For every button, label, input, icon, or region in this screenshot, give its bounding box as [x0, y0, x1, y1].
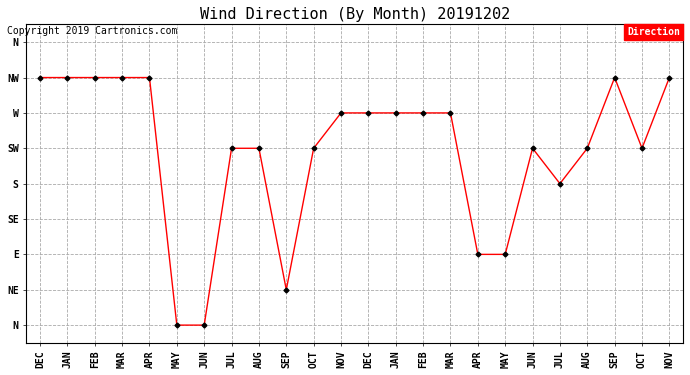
- Text: Direction: Direction: [627, 27, 680, 37]
- Title: Wind Direction (By Month) 20191202: Wind Direction (By Month) 20191202: [199, 7, 510, 22]
- Text: Copyright 2019 Cartronics.com: Copyright 2019 Cartronics.com: [7, 26, 177, 36]
